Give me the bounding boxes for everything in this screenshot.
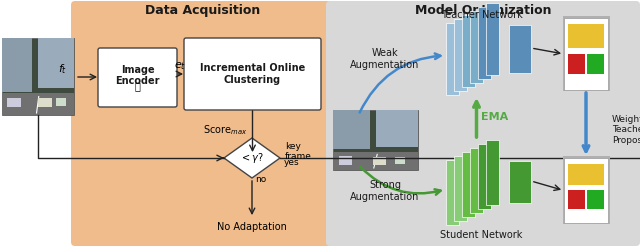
Text: Weak
Augmentation: Weak Augmentation bbox=[350, 48, 420, 70]
Bar bbox=[339, 156, 352, 165]
Text: $< \gamma?$: $< \gamma?$ bbox=[240, 151, 264, 165]
FancyBboxPatch shape bbox=[71, 1, 335, 246]
Bar bbox=[2, 93, 74, 115]
Text: Data Acquisition: Data Acquisition bbox=[145, 4, 260, 17]
Text: Strong
Augmentation: Strong Augmentation bbox=[350, 180, 420, 202]
Bar bbox=[568, 24, 604, 48]
Text: Score$_{max}$: Score$_{max}$ bbox=[203, 123, 248, 137]
Bar bbox=[563, 156, 610, 224]
Bar bbox=[509, 161, 531, 203]
Bar bbox=[470, 148, 483, 213]
Bar bbox=[446, 23, 459, 95]
Bar bbox=[568, 190, 584, 209]
FancyBboxPatch shape bbox=[326, 1, 640, 246]
FancyBboxPatch shape bbox=[184, 38, 321, 110]
Bar bbox=[395, 157, 405, 164]
Bar bbox=[333, 110, 418, 170]
Bar bbox=[470, 11, 483, 83]
Bar bbox=[564, 158, 608, 223]
Text: No Adaptation: No Adaptation bbox=[217, 222, 287, 232]
Text: EMA: EMA bbox=[481, 112, 509, 123]
Text: Model Optimization: Model Optimization bbox=[415, 4, 551, 17]
Bar bbox=[478, 7, 491, 79]
Text: yes: yes bbox=[284, 158, 300, 167]
Bar bbox=[568, 164, 604, 185]
Text: Image
Encoder: Image Encoder bbox=[115, 65, 160, 86]
Bar bbox=[7, 98, 21, 107]
Bar bbox=[486, 140, 499, 205]
Bar bbox=[373, 157, 386, 165]
Bar bbox=[38, 38, 74, 88]
Bar bbox=[588, 190, 604, 209]
Text: key
frame: key frame bbox=[285, 142, 312, 161]
Polygon shape bbox=[224, 138, 280, 178]
Text: Teacher Network: Teacher Network bbox=[440, 10, 522, 20]
Bar bbox=[454, 19, 467, 91]
Text: no: no bbox=[255, 175, 266, 184]
Bar bbox=[478, 144, 491, 209]
Bar bbox=[454, 156, 467, 221]
Text: Incremental Online
Clustering: Incremental Online Clustering bbox=[200, 63, 305, 85]
Bar bbox=[486, 3, 499, 75]
FancyBboxPatch shape bbox=[98, 48, 177, 107]
Bar bbox=[2, 38, 32, 92]
Text: Weighted
Teacher
Proposals: Weighted Teacher Proposals bbox=[612, 115, 640, 145]
Bar bbox=[462, 152, 475, 217]
Bar bbox=[376, 110, 418, 147]
Bar bbox=[563, 16, 610, 91]
Bar bbox=[56, 98, 66, 106]
Text: $f_t$: $f_t$ bbox=[58, 62, 68, 76]
Bar bbox=[333, 152, 418, 170]
Text: $e_t$: $e_t$ bbox=[175, 60, 187, 72]
Bar bbox=[333, 110, 371, 149]
Bar bbox=[446, 160, 459, 225]
Bar bbox=[462, 15, 475, 87]
Bar bbox=[38, 98, 52, 107]
Text: 🔒: 🔒 bbox=[134, 82, 140, 91]
Bar bbox=[509, 25, 531, 73]
Bar bbox=[2, 38, 74, 115]
Bar bbox=[568, 54, 584, 74]
Text: Student Network: Student Network bbox=[440, 230, 523, 240]
Bar bbox=[588, 54, 604, 74]
Bar bbox=[564, 18, 608, 90]
